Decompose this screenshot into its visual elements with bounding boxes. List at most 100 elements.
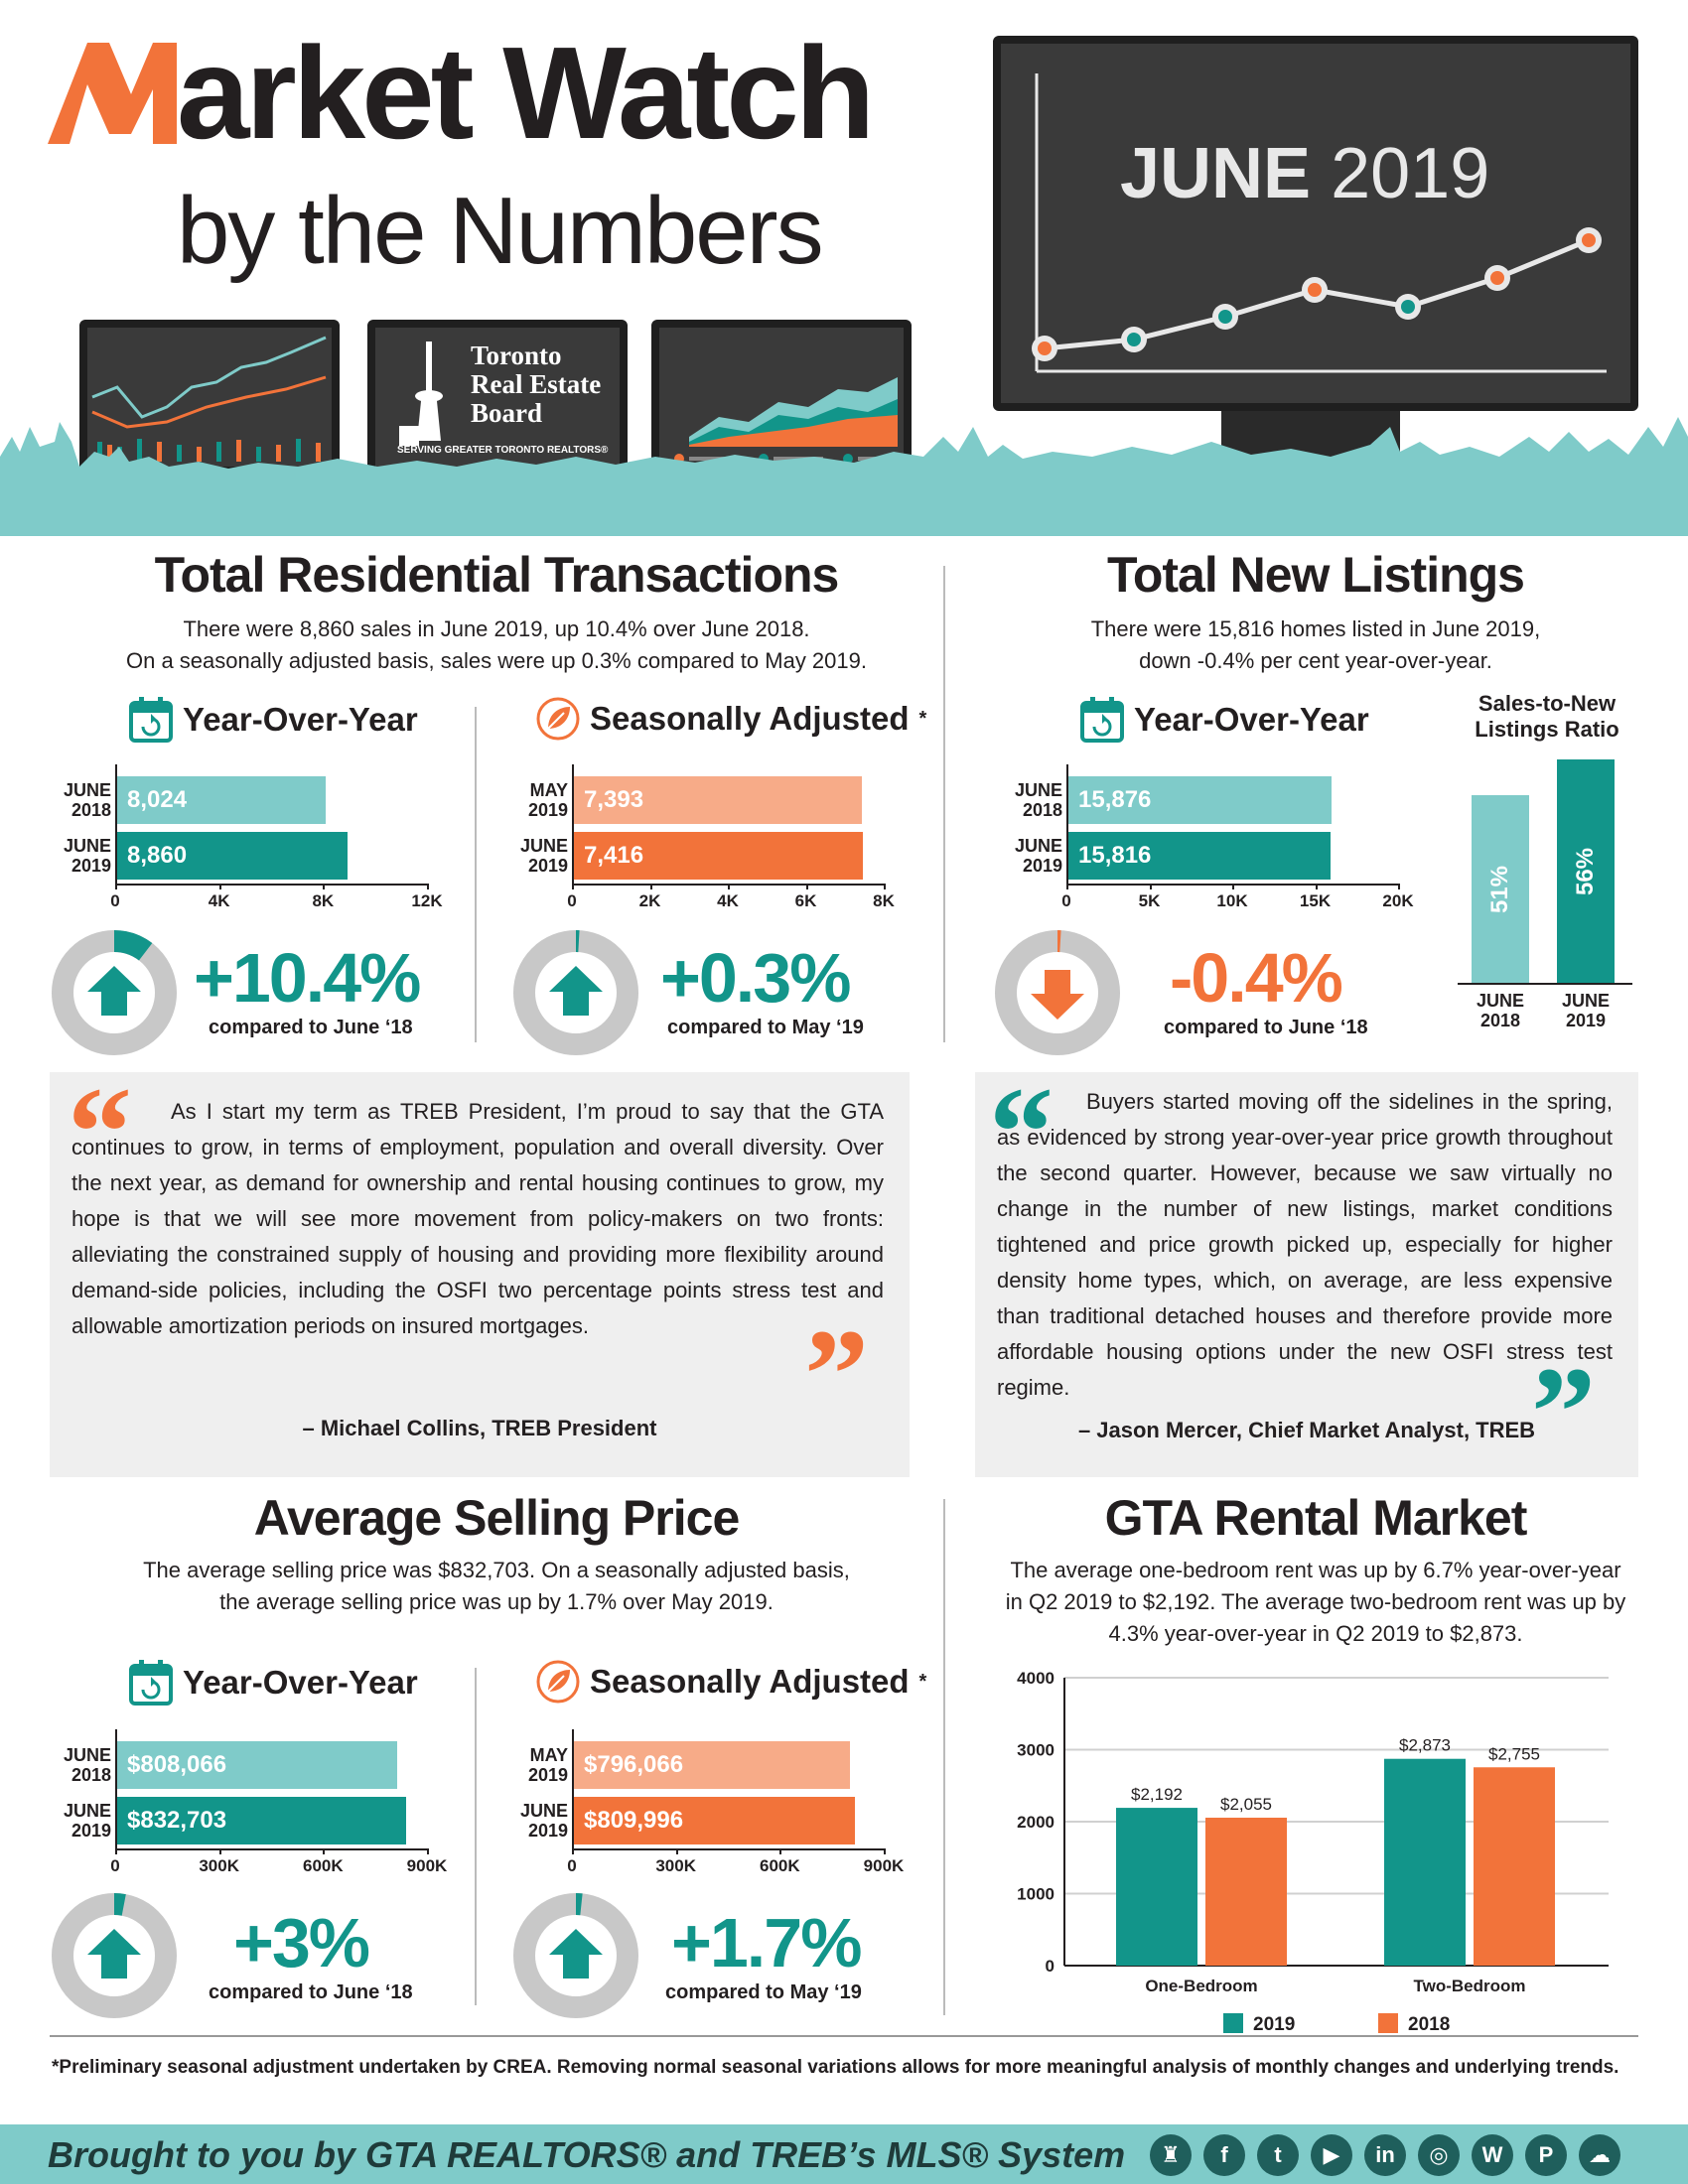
x-tick-label: 8K	[312, 891, 335, 910]
m-logo-icon	[48, 43, 177, 144]
x-tick	[218, 884, 221, 889]
quote-box-left: “ As I start my term as TREB President, …	[50, 1068, 910, 1477]
tower-icon[interactable]: ♜	[1150, 2134, 1192, 2176]
facebook-icon[interactable]: f	[1203, 2134, 1245, 2176]
arrow-down-icon	[1031, 970, 1084, 1020]
calendar-icon	[1080, 697, 1124, 743]
transactions-yoy-chart: JUNE 2018 8,024 JUNE 2019 8,860 0 4K 8K 12K	[60, 764, 457, 913]
ratio-category-text: JUNE	[1561, 991, 1610, 1011]
cloud-icon[interactable]: ☁	[1579, 2134, 1620, 2176]
x-tick-label: 4K	[717, 891, 739, 910]
arrow-up-icon	[87, 966, 141, 1016]
transactions-desc-line1: There were 8,860 sales in June 2019, up …	[183, 616, 810, 641]
legend-swatch	[1223, 2013, 1243, 2033]
bar-category-text: MAY	[529, 1745, 568, 1765]
divider-vertical	[475, 707, 477, 1042]
title-text: arket Watch	[177, 20, 875, 166]
bar-category-text: JUNE	[63, 1801, 111, 1821]
rental-category-label: Two-Bedroom	[1413, 1977, 1525, 1995]
x-axis	[115, 884, 427, 886]
rental-bar	[1384, 1758, 1466, 1966]
sa-heading-text: Seasonally Adjusted	[590, 700, 910, 737]
open-quote-icon: “	[68, 1061, 132, 1204]
twitter-icon[interactable]: t	[1257, 2134, 1299, 2176]
footnote-divider	[50, 2035, 1638, 2037]
treb-logo-monitor: Toronto Real Estate Board SERVING GREATE…	[367, 320, 628, 475]
leaf-icon	[536, 697, 580, 741]
x-tick	[427, 884, 429, 889]
price-sa-heading: Seasonally Adjusted *	[536, 1660, 926, 1704]
bar-category-label: JUNE 2019	[1011, 836, 1062, 876]
price-desc: The average selling price was $832,703. …	[40, 1555, 953, 1618]
linkedin-icon[interactable]: in	[1364, 2134, 1406, 2176]
legend-label: 2018	[1408, 2014, 1450, 2035]
transactions-desc-line2: On a seasonally adjusted basis, sales we…	[126, 648, 867, 673]
ratio-category-label: JUNE 2018	[1458, 991, 1543, 1030]
wordpress-icon[interactable]: W	[1472, 2134, 1513, 2176]
bar-category-text: 2019	[70, 1821, 111, 1841]
leaf-icon	[536, 1660, 580, 1704]
sa-heading-text: Seasonally Adjusted	[590, 1663, 910, 1700]
rental-desc: The average one-bedroom rent was up by 6…	[973, 1555, 1658, 1650]
treb-logo-text: Toronto Real Estate Board	[471, 341, 601, 428]
x-tick-label: 8K	[873, 891, 895, 910]
ratio-bar: 56%	[1557, 759, 1615, 983]
bar-category-label: JUNE 2018	[60, 780, 111, 820]
transactions-sa-chart: MAY 2019 7,393 JUNE 2019 7,416 0 2K 4K 6K 8K	[516, 764, 914, 913]
bar-category-text: JUNE	[519, 836, 568, 856]
x-tick	[1066, 884, 1068, 889]
x-tick-label: 300K	[655, 1856, 696, 1875]
x-tick	[572, 884, 574, 889]
price-sa-chart: MAY 2019 $796,066 JUNE 2019 $809,996 0 300K 600K…	[516, 1729, 914, 1878]
bar-category-label: MAY 2019	[516, 780, 568, 820]
logo-line-3: Board	[471, 398, 543, 428]
y-axis	[115, 764, 117, 886]
month-text: JUNE	[1120, 134, 1312, 213]
price-sa-compare: compared to May ‘19	[665, 1981, 862, 2003]
ratio-category-text: 2019	[1565, 1011, 1607, 1030]
arrow-up-icon	[549, 966, 603, 1016]
bar-category-text: JUNE	[1014, 836, 1062, 856]
bar-category-text: JUNE	[63, 836, 111, 856]
bar: 7,393	[574, 776, 863, 824]
bar-category-text: 2019	[527, 856, 568, 876]
listings-yoy-pct: -0.4%	[1170, 939, 1343, 1017]
x-tick	[1398, 884, 1400, 889]
page-subtitle: by the Numbers	[177, 178, 824, 284]
bar: 7,416	[574, 832, 864, 880]
ratio-title: Sales-to-New Listings Ratio	[1458, 691, 1636, 743]
rental-title: GTA Rental Market	[1104, 1490, 1528, 1546]
transactions-yoy-compare: compared to June ‘18	[209, 1017, 413, 1038]
x-tick	[323, 884, 326, 889]
x-tick-label: 20K	[1382, 891, 1414, 910]
price-yoy-heading: Year-Over-Year	[129, 1660, 418, 1706]
x-tick	[115, 884, 117, 889]
price-yoy-gauge	[52, 1893, 177, 2018]
youtube-icon[interactable]: ▶	[1311, 2134, 1352, 2176]
x-tick	[884, 884, 886, 889]
bar-category-text: 2018	[1022, 800, 1062, 820]
gauge-fill	[513, 1893, 638, 2018]
x-tick	[649, 884, 652, 889]
big-monitor: JUNE 2019	[993, 36, 1638, 411]
arrow-up-icon	[549, 1929, 603, 1979]
bar-category-text: 2019	[527, 1821, 568, 1841]
x-tick	[323, 1848, 326, 1854]
pinterest-icon[interactable]: P	[1525, 2134, 1567, 2176]
x-tick-label: 5K	[1138, 891, 1161, 910]
quote-left-author: – Michael Collins, TREB President	[302, 1416, 657, 1440]
price-desc-line2: the average selling price was up by 1.7%…	[219, 1589, 774, 1614]
instagram-icon[interactable]: ◎	[1418, 2134, 1460, 2176]
bar-category-text: 2019	[527, 1765, 568, 1785]
y-tick-label: 2000	[1017, 1813, 1055, 1832]
legend-label: 2019	[1253, 2014, 1295, 2035]
bar-category-text: MAY	[529, 780, 568, 800]
bar-category-label: JUNE 2019	[60, 1801, 111, 1841]
y-tick-label: 1000	[1017, 1885, 1055, 1904]
bar: $796,066	[574, 1741, 850, 1789]
x-tick-label: 900K	[406, 1856, 448, 1875]
ratio-axis	[1458, 983, 1632, 985]
listings-yoy-heading: Year-Over-Year	[1080, 697, 1369, 743]
year-text: 2019	[1331, 134, 1490, 213]
x-axis	[115, 1848, 427, 1850]
